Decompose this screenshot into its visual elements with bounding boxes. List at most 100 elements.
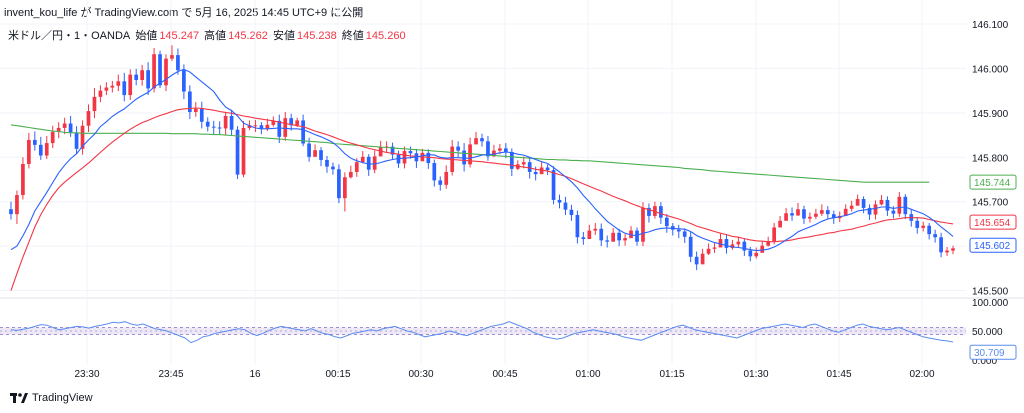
open-label: 始値 [135,30,158,42]
candle-body [551,170,556,200]
x-tick-label: 01:15 [659,369,684,380]
candle-body [843,208,848,216]
candle-body [110,85,115,88]
candle-body [492,150,496,157]
candle-body [647,207,651,216]
candle-body [211,126,216,128]
candle-body [694,256,699,265]
candle-body [527,162,532,172]
candle-body [504,148,508,152]
badge-ma-fast: 145.602 [974,241,1011,252]
candle-body [15,195,19,215]
candle-body [933,234,937,238]
candle-body [664,217,669,227]
rsi-tick-label: 100.000 [972,298,1009,309]
candle-body [438,180,443,185]
y-tick-label: 146.000 [972,64,1009,75]
rsi-band [0,327,966,335]
candle-body [56,127,61,132]
low-label: 安値 [272,30,295,42]
candle-body [456,146,460,151]
candle-body [784,213,788,221]
candle-body [104,87,109,91]
candle-body [498,148,502,151]
candle-body [283,118,288,137]
brand-label: TradingView [32,392,93,404]
badge-rsi-box [969,344,1017,360]
candle-body [193,108,198,112]
candle-body [885,199,890,211]
candle-body [38,144,43,156]
tradingview-logo-icon [10,393,28,403]
candle-body [855,199,860,206]
candle-body [235,129,240,175]
candle-body [730,244,735,248]
candle-body [343,177,347,199]
candle-body [462,150,466,165]
candle-body [748,250,753,257]
candle-body [158,54,162,86]
candle-body [116,81,121,86]
candle-body [563,202,568,210]
candle-body [820,210,824,214]
close-value: 145.260 [365,30,406,42]
badge-ma-slow-box [969,214,1017,230]
candle-body [247,125,252,128]
candle-body [772,227,776,242]
candle-body [122,81,127,96]
candle-body [736,241,741,245]
candle-body [480,138,484,142]
candle-body [80,125,85,149]
candle-body [599,228,604,241]
candle-body [593,228,598,231]
candle-body [378,147,383,157]
candle-body [289,118,294,126]
candle-body [390,146,395,155]
candle-body [509,151,514,169]
candle-body [86,111,91,126]
candle-body [432,163,437,181]
candle-body [587,230,592,240]
candle-body [825,210,830,215]
candle-body [128,74,133,96]
candle-body [659,206,663,218]
candle-body [295,120,300,126]
ma-long-line [10,124,930,183]
rsi-line [10,321,954,344]
candle-body [939,237,943,253]
candle-body [223,115,228,129]
candle-body [313,150,317,157]
candle-body [134,74,139,80]
candle-body [879,199,884,205]
candle-body [331,166,335,170]
symbol-label: 米ドル／円・1・OANDA [8,30,131,42]
high-label: 高値 [204,30,227,42]
candle-body [27,139,31,164]
candle-body [205,121,210,127]
candle-body [402,151,407,164]
y-tick-label: 145.500 [972,287,1009,298]
candle-body [170,55,174,59]
x-tick-label: 01:45 [826,369,851,380]
candle-body [790,213,794,216]
close-label: 終値 [341,30,364,42]
high-value: 145.262 [228,30,268,42]
candle-body [814,213,818,217]
candle-body [766,241,771,246]
candle-body [164,58,168,86]
candle-body [253,125,258,127]
candle-body [742,241,747,251]
candle-body [927,225,932,235]
candle-body [241,127,246,175]
candle-body [366,156,371,170]
candle-body [74,132,79,149]
candle-body [259,125,264,129]
candle-body [229,115,234,130]
candle-body [849,205,854,209]
candle-body [521,162,526,165]
y-tick-label: 145.700 [972,198,1009,209]
candle-body [796,209,800,216]
candle-body [778,220,782,228]
candle-body [277,120,282,137]
